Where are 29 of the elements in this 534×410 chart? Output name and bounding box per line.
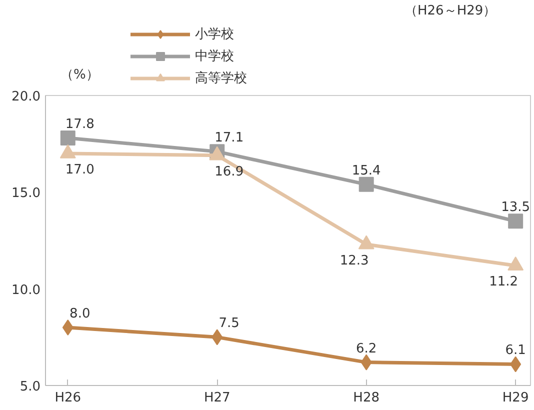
y-tick-label: 10.0 bbox=[12, 282, 41, 298]
y-tick-label: 5.0 bbox=[20, 380, 41, 394]
data-label: 15.4 bbox=[352, 163, 381, 178]
x-tick-label: H28 bbox=[353, 390, 380, 406]
data-label: 6.2 bbox=[356, 341, 377, 356]
point bbox=[60, 130, 76, 146]
data-label: 17.0 bbox=[65, 162, 94, 178]
data-label: 6.1 bbox=[505, 343, 526, 358]
data-label: 8.0 bbox=[70, 306, 90, 322]
data-label: 13.5 bbox=[501, 200, 530, 216]
data-label: 11.2 bbox=[489, 274, 518, 290]
point bbox=[358, 176, 374, 192]
y-axis-title: （%） bbox=[60, 68, 99, 82]
legend-label: 小学校 bbox=[195, 26, 234, 43]
y-tick-label: 15.0 bbox=[12, 186, 41, 202]
text: （H26～H29） bbox=[404, 4, 496, 18]
data-label: 17.8 bbox=[65, 117, 94, 132]
x-tick-label: H29 bbox=[502, 390, 529, 406]
data-label: 16.9 bbox=[214, 164, 244, 180]
legend-label: 中学校 bbox=[195, 48, 234, 65]
point bbox=[508, 214, 524, 229]
x-tick-label: H27 bbox=[204, 390, 230, 406]
data-label: 17.1 bbox=[214, 130, 244, 146]
data-label: 12.3 bbox=[340, 253, 369, 268]
y-tick-label: 20.0 bbox=[12, 90, 41, 104]
point bbox=[62, 320, 74, 336]
legend-label: 高等学校 bbox=[195, 70, 247, 87]
x-tick-label: H26 bbox=[54, 390, 82, 406]
data-label: 7.5 bbox=[218, 316, 240, 332]
